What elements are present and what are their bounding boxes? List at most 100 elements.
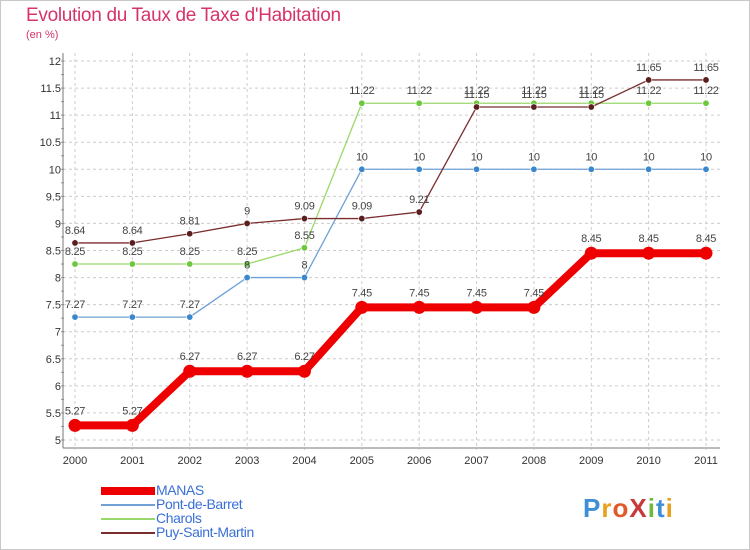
x-tick-label: 2010	[636, 455, 660, 467]
data-label: 8.81	[180, 216, 200, 228]
y-tick-label: 11.5	[40, 83, 61, 95]
data-label: 7.27	[65, 299, 85, 311]
legend-label: Puy-Saint-Martin	[156, 524, 254, 540]
data-point	[183, 364, 197, 378]
data-point	[358, 165, 366, 173]
data-label: 7.45	[409, 287, 429, 299]
data-point	[702, 165, 710, 173]
data-point	[645, 165, 653, 173]
x-tick-label: 2003	[235, 455, 259, 467]
data-point	[71, 239, 79, 247]
data-label: 11.15	[579, 89, 604, 101]
data-point	[358, 215, 366, 223]
legend-label: Pont-de-Barret	[156, 496, 243, 512]
data-label: 8	[302, 260, 308, 272]
data-label: 6.27	[237, 351, 257, 363]
data-label: 5.27	[65, 405, 85, 417]
y-tick-label: 8	[55, 273, 61, 285]
data-point	[473, 165, 481, 173]
y-tick-label: 7.5	[46, 300, 61, 312]
axes: 5 5.5 6 6.5 7 7.5 8 8.5 9 9.5 10 10.5 11 11.5 12 2000 20…	[40, 53, 720, 467]
y-tick-label: 5	[55, 435, 61, 447]
data-label: 8.25	[65, 246, 85, 258]
series-lines	[71, 79, 710, 430]
y-tick-label: 6.5	[46, 354, 61, 366]
data-point	[699, 246, 713, 260]
data-label: 11.22	[464, 85, 489, 97]
data-point	[240, 364, 254, 378]
proxiti-logo: ProXiti	[583, 493, 674, 524]
data-point	[415, 99, 423, 107]
data-label: 7.27	[180, 299, 200, 311]
data-point	[300, 215, 308, 223]
y-tick-label: 8.5	[46, 246, 61, 258]
logo-letter: t	[655, 493, 666, 523]
data-point	[642, 246, 656, 260]
data-label: 10	[643, 151, 655, 163]
data-point	[702, 99, 710, 107]
data-label: 11.22	[693, 85, 718, 97]
data-label: 7.45	[524, 287, 544, 299]
data-label: 9.21	[409, 194, 429, 206]
data-label: 8.64	[65, 225, 85, 237]
data-label: 11.15	[521, 89, 546, 101]
data-point	[587, 103, 595, 111]
logo-letter: o	[612, 493, 630, 523]
data-label: 11.15	[464, 89, 489, 101]
data-label: 11.22	[407, 85, 432, 97]
y-tick-label: 9.5	[46, 191, 61, 203]
x-tick-label: 2004	[292, 455, 316, 467]
data-label: 11.22	[636, 85, 661, 97]
legend-swatches	[101, 487, 155, 534]
logo-letter: P	[583, 493, 602, 523]
data-label: 8.25	[180, 246, 200, 258]
data-point	[584, 246, 598, 260]
data-point	[68, 418, 82, 432]
data-point	[243, 219, 251, 227]
data-label: 10	[356, 151, 368, 163]
data-point	[300, 274, 308, 282]
logo-letter: r	[601, 493, 613, 523]
data-label: 7.45	[466, 287, 486, 299]
series-line-manas	[71, 249, 710, 430]
data-point	[530, 165, 538, 173]
y-tick-label: 9	[55, 218, 61, 230]
data-label: 8.25	[122, 246, 142, 258]
data-label: 6.27	[294, 351, 314, 363]
series-line-pont-de-barret	[74, 168, 707, 318]
chart-title: Evolution du Taux de Taxe d'Habitation	[26, 5, 341, 26]
x-tick-label: 2008	[522, 455, 546, 467]
data-point	[470, 300, 484, 314]
data-label: 7.27	[122, 299, 142, 311]
y-tick-label: 12	[49, 56, 61, 68]
y-tick-label: 6	[55, 381, 61, 393]
y-tick-label: 10	[49, 164, 61, 176]
data-point	[243, 260, 251, 268]
data-label: 11.65	[693, 62, 718, 74]
data-label: 8.25	[237, 246, 257, 258]
data-point	[186, 313, 194, 321]
x-tick-label: 2000	[63, 455, 87, 467]
y-tick-label: 5.5	[46, 408, 61, 420]
data-point	[128, 239, 136, 247]
data-label: 10	[528, 151, 540, 163]
x-tick-label: 2001	[120, 455, 144, 467]
data-point	[645, 76, 653, 84]
legend-label: MANAS	[156, 482, 204, 498]
series-line-charols	[74, 102, 707, 265]
logo-letter: X	[629, 493, 648, 523]
data-label: 11.22	[579, 85, 604, 97]
x-tick-label: 2007	[464, 455, 488, 467]
y-tick-label: 10.5	[40, 137, 61, 149]
data-label: 9	[244, 205, 250, 217]
data-label: 8.55	[294, 230, 314, 242]
data-point	[645, 99, 653, 107]
series-line-puy-saint-martin	[74, 79, 707, 244]
data-point	[587, 165, 595, 173]
data-point	[128, 260, 136, 268]
series-markers	[68, 76, 713, 432]
data-point	[412, 300, 426, 314]
logo-letter: i	[665, 493, 674, 523]
data-label: 8.45	[581, 233, 601, 245]
